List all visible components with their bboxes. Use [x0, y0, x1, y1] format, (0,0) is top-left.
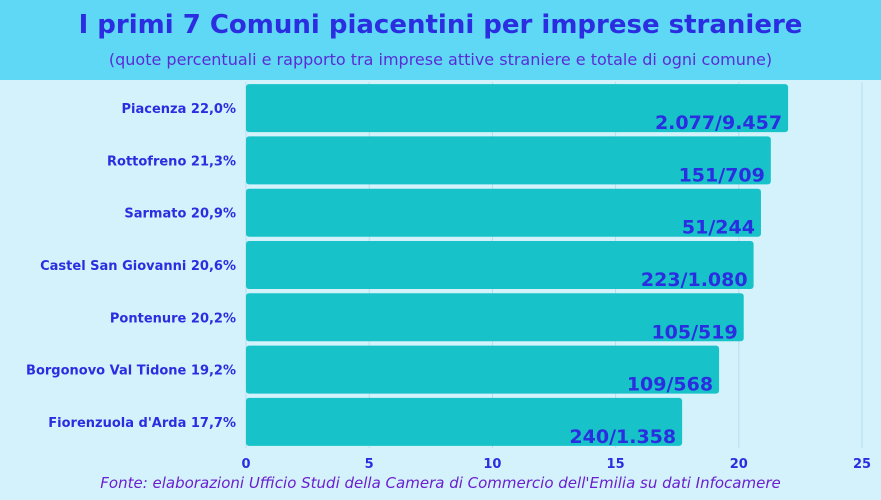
x-tick-label: 10: [483, 457, 501, 472]
x-tick-label: 25: [853, 457, 871, 472]
bar: [246, 136, 771, 185]
title-banner: [0, 0, 881, 80]
x-tick-label: 20: [730, 457, 748, 472]
data-label: 240/1.358: [569, 426, 676, 448]
bar: [246, 293, 744, 342]
data-label: 2.077/9.457: [655, 112, 782, 134]
bar: [246, 345, 720, 394]
bar: [246, 397, 683, 446]
data-label: 51/244: [682, 217, 755, 239]
chart-title: I primi 7 Comuni piacentini per imprese …: [78, 10, 803, 40]
x-tick-label: 15: [607, 457, 625, 472]
category-label: Sarmato 20,9%: [124, 207, 236, 222]
category-label: Borgonovo Val Tidone 19,2%: [26, 364, 236, 379]
category-label: Rottofreno 21,3%: [107, 154, 236, 169]
category-label: Piacenza 22,0%: [122, 102, 237, 117]
x-tick-label: 0: [241, 457, 250, 472]
data-label: 105/519: [651, 321, 737, 343]
x-tick-label: 5: [365, 457, 374, 472]
source-note: Fonte: elaborazioni Ufficio Studi della …: [100, 474, 781, 492]
category-label: Castel San Giovanni 20,6%: [40, 259, 236, 274]
data-label: 109/568: [627, 374, 713, 396]
category-label: Pontenure 20,2%: [110, 311, 236, 326]
bar: [246, 84, 789, 133]
bar: [246, 241, 754, 289]
category-label: Fiorenzuola d'Arda 17,7%: [48, 416, 236, 431]
data-label: 223/1.080: [641, 269, 748, 291]
bar: [246, 188, 761, 237]
data-label: 151/709: [679, 164, 765, 186]
chart-subtitle: (quote percentuali e rapporto tra impres…: [108, 50, 773, 69]
bar-chart: 0 5 10 15 20 25 Piacenza 22,0% 2.077/9.457 Rotto…: [26, 82, 871, 472]
